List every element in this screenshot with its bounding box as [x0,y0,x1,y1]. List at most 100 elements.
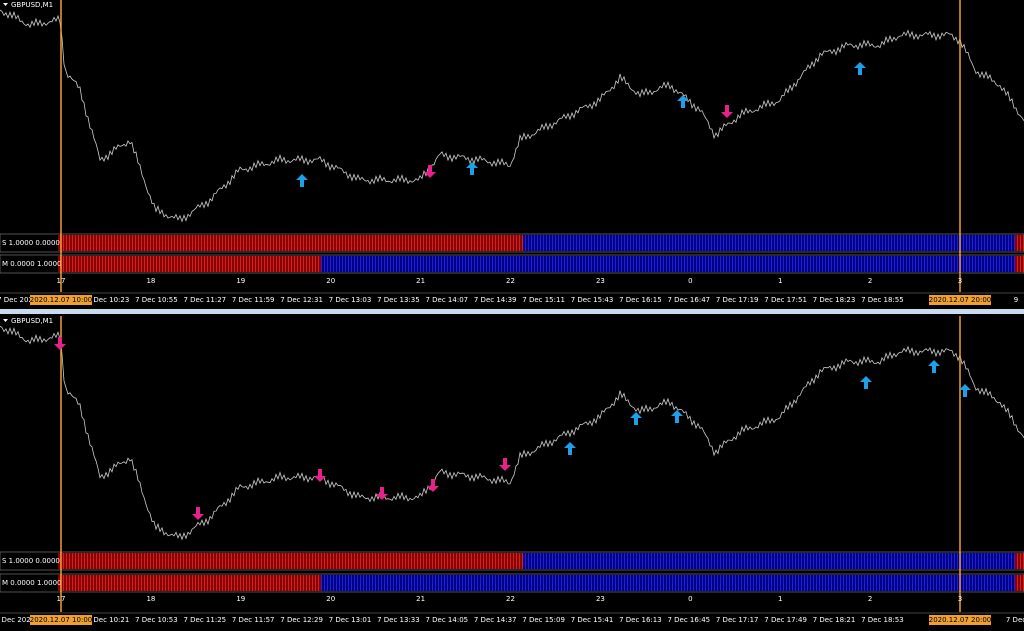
time-label: 7 Dec 18:53 [861,616,904,624]
time-label: 7 Dec 12:31 [280,296,323,304]
hour-label: 23 [596,277,605,285]
indicator-label: S 1.0000 0.0000 [2,239,60,247]
buy-arrow [928,360,940,373]
indicator-bar [321,575,1015,591]
indicator-label: S 1.0000 0.0000 [2,557,60,565]
price-line [0,325,1024,541]
hour-label: 3 [958,595,962,603]
hour-label: 19 [236,277,245,285]
indicator-bar [1015,256,1024,272]
time-label: 7 Dec 17:17 [716,616,759,624]
indicator-frame [0,573,1024,593]
time-label: 7 Dec 16:15 [619,296,662,304]
buy-arrow [854,62,866,75]
time-label: 7 Dec 2020 [0,616,35,624]
time-label: 7 Dec 15:41 [571,616,614,624]
time-label: 7 Dec 18:21 [813,616,856,624]
indicator-frame [0,551,1024,571]
sell-arrow [314,469,326,482]
time-label: 7 Dec 14:07 [425,296,468,304]
price-line [0,9,1024,223]
time-label: 7 Dec 12:29 [280,616,323,624]
indicator-bar [58,235,523,251]
indicator-bar [58,575,321,591]
indicator-bar [523,235,1015,251]
time-label: 7 Dec 16:13 [619,616,662,624]
panel-separator [0,309,1024,314]
buy-arrow [959,384,971,397]
sell-arrow [721,105,733,118]
sell-arrow [376,487,388,500]
time-label: 7 Dec 18:55 [861,296,904,304]
time-label: 7 Dec 16:47 [667,296,710,304]
time-label: 7 Dec 13:01 [329,616,372,624]
time-label: 7 Dec 11:59 [232,296,275,304]
hour-label: 0 [688,595,692,603]
hour-label: 22 [506,595,515,603]
time-label: 7 Dec 15:43 [571,296,614,304]
hour-label: 23 [596,595,605,603]
indicator-label: M 0.0000 1.0000 [2,260,61,268]
hour-label: 2 [868,595,872,603]
time-label: 7 Dec 202 [0,296,33,304]
buy-arrow [466,162,478,175]
highlight-label: 2020.12.07 10:00 [30,616,92,624]
time-label: 7 Dec 14:05 [425,616,468,624]
indicator-bar [58,553,523,569]
sell-arrow [424,165,436,178]
highlight-box [929,615,991,625]
time-label: 7 Dec 15:11 [522,296,565,304]
indicator-bar [1015,575,1024,591]
highlight-box [30,295,92,305]
highlight-box [30,615,92,625]
time-label: 7 Dec 10:55 [135,296,178,304]
time-label: 7 Dec 14:37 [474,616,517,624]
symbol-marker [3,319,8,322]
buy-arrow [677,95,689,108]
time-label: 7 Dec [1006,616,1024,624]
time-label: 7 Dec 14:39 [474,296,517,304]
sell-arrow [54,337,66,350]
buy-arrow [860,376,872,389]
hour-label: 20 [326,595,335,603]
time-label: 7 Dec 18:23 [813,296,856,304]
time-label: 7 Dec 17:19 [716,296,759,304]
hour-label: 1 [778,277,782,285]
buy-arrow [630,412,642,425]
hour-label: 0 [688,277,692,285]
highlight-box [929,295,991,305]
hour-label: 18 [146,595,155,603]
hour-label: 1 [778,595,782,603]
time-label: 9 [1014,296,1018,304]
time-label: 7 Dec 11:27 [183,296,226,304]
time-label: 7 Dec 15:09 [522,616,565,624]
hour-label: 20 [326,277,335,285]
indicator-frame [0,254,1024,274]
indicator-bar [321,256,1015,272]
time-label: 7 Dec 17:51 [764,296,807,304]
time-label: 7 Dec 16:45 [667,616,710,624]
time-label: 7 Dec 11:25 [183,616,226,624]
highlight-label: 2020.12.07 10:00 [30,296,92,304]
hour-label: 22 [506,277,515,285]
time-label: 7 Dec 13:35 [377,296,420,304]
time-label: 7 Dec 17:49 [764,616,807,624]
hour-label: 21 [416,595,425,603]
buy-arrow [296,174,308,187]
indicator-bar [58,256,321,272]
time-label: 7 Dec 13:33 [377,616,420,624]
time-label: 7 Dec 13:03 [329,296,372,304]
sell-arrow [499,458,511,471]
indicator-bar [523,553,1015,569]
indicator-frame [0,233,1024,253]
indicator-bar [1015,553,1024,569]
time-label: 7 Dec 11:57 [232,616,275,624]
hour-label: 17 [57,595,66,603]
time-label: 7 Dec 10:53 [135,616,178,624]
hour-label: 21 [416,277,425,285]
hour-label: 17 [57,277,66,285]
buy-arrow [564,442,576,455]
highlight-label: 2020.12.07 20:00 [929,296,991,304]
hour-label: 19 [236,595,245,603]
